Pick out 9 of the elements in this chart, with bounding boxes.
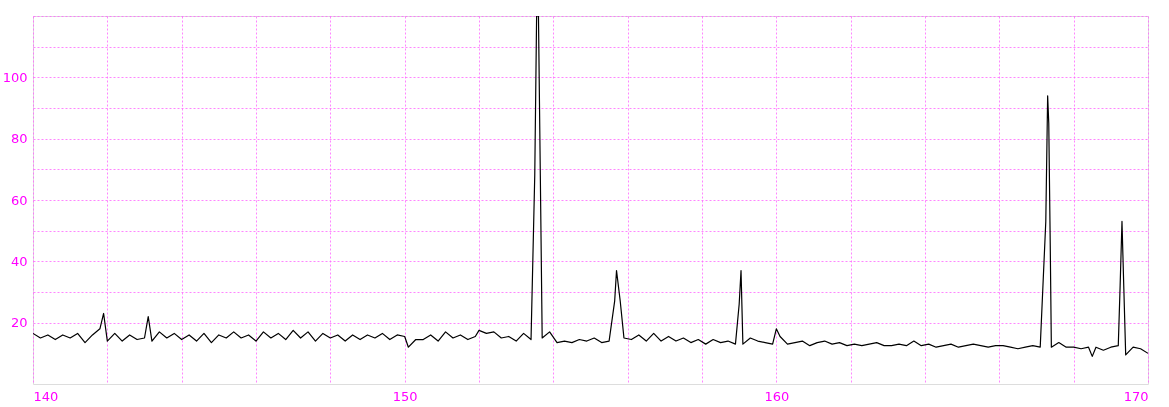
- x-tick-label: 170: [1123, 388, 1149, 404]
- y-tick-label: 40: [10, 253, 28, 269]
- y-tick-label: 60: [10, 192, 28, 208]
- y-tick-label: 20: [10, 315, 28, 331]
- y-tick-label: 80: [10, 131, 28, 147]
- y-tick-label: 100: [2, 69, 28, 85]
- x-tick-label: 150: [392, 388, 418, 404]
- x-tick-label: 140: [33, 388, 59, 404]
- x-tick-label: 160: [764, 388, 790, 404]
